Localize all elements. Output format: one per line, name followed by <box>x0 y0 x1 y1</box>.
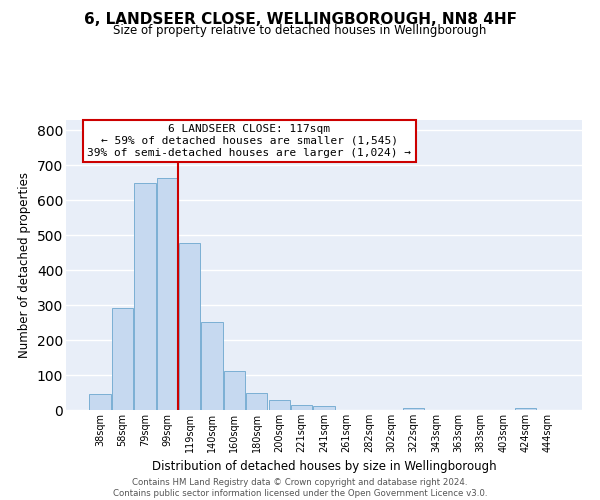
Y-axis label: Number of detached properties: Number of detached properties <box>18 172 31 358</box>
Text: Contains HM Land Registry data © Crown copyright and database right 2024.
Contai: Contains HM Land Registry data © Crown c… <box>113 478 487 498</box>
Text: Size of property relative to detached houses in Wellingborough: Size of property relative to detached ho… <box>113 24 487 37</box>
Bar <box>134 182 155 410</box>
Bar <box>202 322 223 410</box>
Bar <box>157 178 178 410</box>
Bar <box>246 393 268 410</box>
Text: 6 LANDSEER CLOSE: 117sqm
← 59% of detached houses are smaller (1,545)
39% of sem: 6 LANDSEER CLOSE: 117sqm ← 59% of detach… <box>87 124 411 158</box>
Bar <box>403 408 424 410</box>
Bar <box>515 408 536 410</box>
Bar <box>291 405 312 410</box>
Bar <box>89 394 111 410</box>
X-axis label: Distribution of detached houses by size in Wellingborough: Distribution of detached houses by size … <box>152 460 496 473</box>
Bar <box>179 242 200 410</box>
Bar <box>313 406 335 410</box>
Bar <box>224 370 245 410</box>
Bar <box>269 400 290 410</box>
Bar <box>112 308 133 410</box>
Text: 6, LANDSEER CLOSE, WELLINGBOROUGH, NN8 4HF: 6, LANDSEER CLOSE, WELLINGBOROUGH, NN8 4… <box>83 12 517 28</box>
